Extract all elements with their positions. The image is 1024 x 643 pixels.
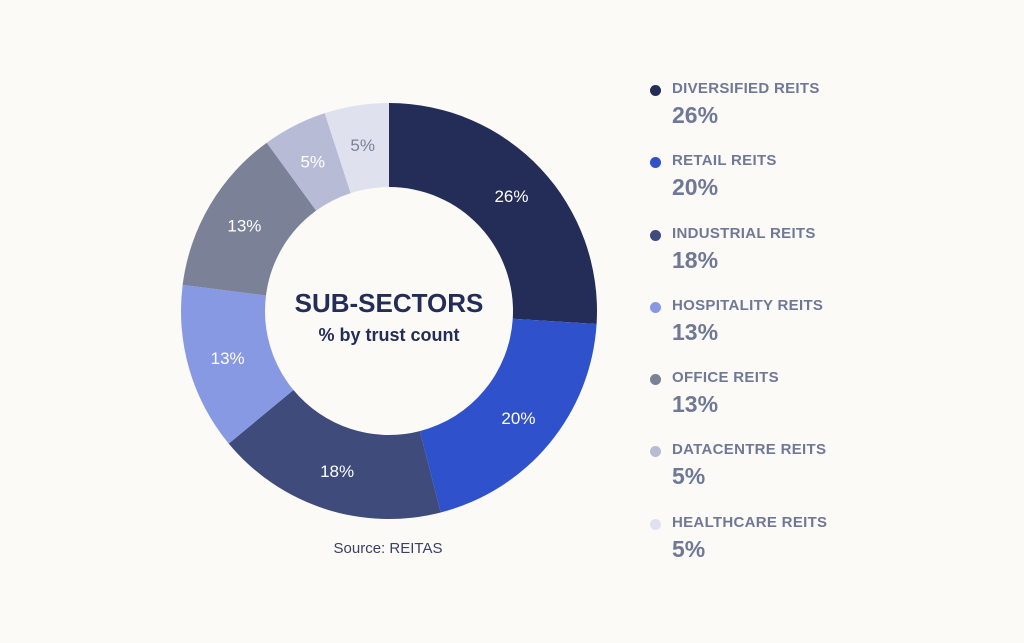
chart-subtitle: % by trust count: [318, 325, 459, 345]
legend-value: 13%: [672, 391, 719, 418]
donut-slice: [182, 142, 317, 296]
donut-slice: [419, 318, 597, 513]
legend-value: 26%: [672, 102, 719, 128]
legend-value: 13%: [672, 318, 719, 345]
legend-swatch: [650, 157, 661, 169]
legend-swatch: [650, 446, 661, 458]
donut-slice: [228, 390, 441, 519]
slice-data-label: 26%: [494, 187, 528, 206]
legend-label: RETAIL REITS: [672, 152, 777, 170]
legend-label: INDUSTRIAL REITS: [672, 224, 816, 242]
donut-slices: [180, 103, 597, 519]
legend-label: DIVERSIFIED REITS: [672, 80, 820, 97]
slice-data-label: 5%: [350, 136, 375, 155]
chart-title: SUB-SECTORS: [295, 288, 484, 318]
legend-swatch: [650, 518, 661, 530]
donut-slice: [266, 113, 351, 211]
legend-swatch: [650, 301, 661, 313]
slice-data-label: 13%: [227, 216, 261, 235]
donut-slice: [180, 284, 294, 444]
donut-slice: [324, 103, 389, 194]
legend-label: DATACENTRE REITS: [672, 441, 827, 459]
donut-slice-labels: 26% 20% 18% 13% 13% 5% 5%: [211, 136, 536, 481]
legend-swatch: [650, 374, 661, 386]
donut-slice: [389, 103, 597, 325]
legend-swatch: [650, 85, 661, 96]
slice-data-label: 13%: [211, 349, 245, 368]
legend-label: OFFICE REITS: [672, 369, 779, 387]
slice-data-label: 20%: [501, 409, 535, 428]
legend-label: HOSPITALITY REITS: [672, 296, 824, 314]
chart-source: Source: REITAS: [333, 540, 443, 557]
slice-data-label: 5%: [300, 152, 325, 171]
legend-label: HEALTHCARE REITS: [672, 513, 828, 531]
legend-value: 18%: [672, 246, 719, 273]
legend-value: 20%: [672, 174, 719, 201]
legend-value: 5%: [672, 535, 706, 562]
legend-swatch: [650, 229, 661, 241]
legend-value: 5%: [672, 463, 706, 490]
slice-data-label: 18%: [320, 462, 354, 481]
